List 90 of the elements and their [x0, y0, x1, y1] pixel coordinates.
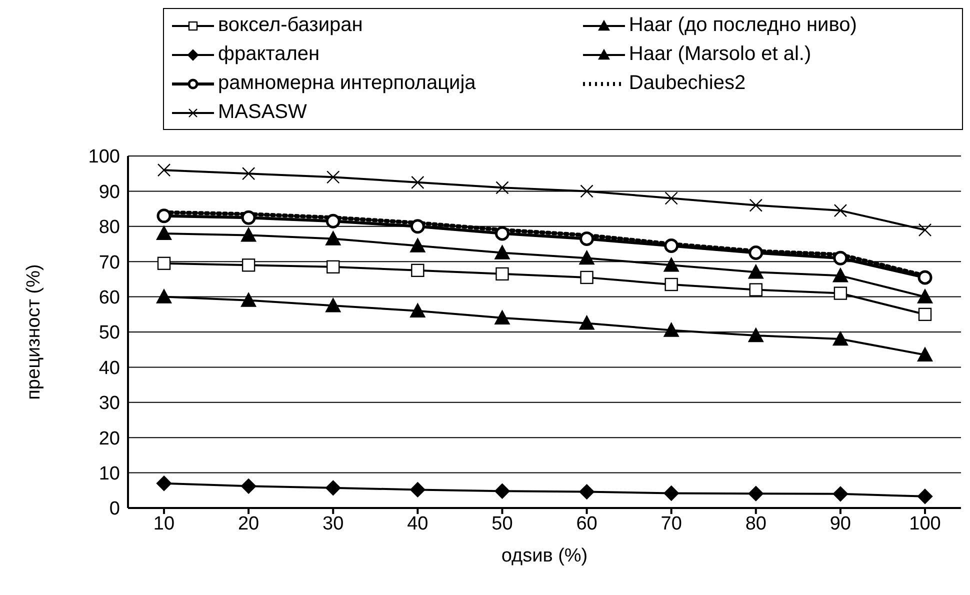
point	[748, 486, 764, 502]
y-tick-label: 30	[98, 393, 120, 414]
point	[918, 270, 932, 285]
point	[156, 208, 172, 224]
point	[240, 292, 256, 307]
y-tick-label: 40	[98, 358, 120, 379]
y-tick-label: 80	[98, 217, 120, 238]
legend-label: Haar (Marsolo et al.)	[628, 43, 812, 66]
point	[494, 245, 510, 260]
point	[240, 478, 256, 494]
point	[579, 250, 594, 265]
point	[664, 192, 678, 205]
point	[832, 268, 848, 282]
x-axis-title: одѕив (%)	[501, 545, 588, 566]
point	[411, 264, 424, 277]
y-tick-label: 50	[98, 322, 120, 344]
point	[748, 264, 764, 279]
point	[834, 286, 848, 300]
y-tick-label: 90	[98, 182, 120, 203]
point	[410, 238, 426, 252]
point	[326, 170, 340, 184]
x-tick-label: 40	[407, 513, 428, 534]
point	[917, 347, 933, 362]
y-tick-label: 70	[98, 252, 120, 274]
x-tick-label: 80	[745, 513, 766, 534]
x-tick-label: 50	[492, 513, 513, 534]
point	[494, 310, 510, 325]
y-tick-label: 60	[98, 288, 120, 309]
legend-label: рамномерна интерполација	[218, 72, 476, 95]
point	[580, 270, 594, 284]
x-tick-label: 90	[830, 513, 852, 534]
x-tick-label: 100	[909, 513, 941, 534]
point	[156, 226, 172, 240]
y-axis-title: прецизност (%)	[24, 264, 45, 400]
point	[917, 488, 933, 504]
point	[156, 289, 172, 304]
point	[832, 486, 848, 502]
point	[157, 256, 171, 270]
point	[411, 176, 424, 189]
point	[664, 322, 679, 337]
legend-label: Haar (до последно ниво)	[628, 14, 857, 37]
point	[326, 298, 341, 312]
point	[326, 260, 340, 274]
y-tick-label: 20	[98, 428, 120, 450]
x-tick-label: 70	[660, 513, 682, 534]
point	[410, 482, 426, 498]
point	[917, 289, 933, 304]
legend-label: MASASW	[218, 101, 307, 124]
point	[494, 484, 510, 499]
point	[326, 214, 340, 228]
legend-label: фрактален	[218, 43, 320, 66]
point	[664, 278, 678, 292]
point	[749, 198, 762, 212]
point	[579, 316, 594, 330]
point	[242, 167, 256, 180]
point	[834, 204, 848, 218]
point	[748, 246, 764, 260]
y-tick-label: 100	[88, 146, 120, 168]
point	[240, 228, 256, 242]
legend-label: воксел-базиран	[218, 14, 363, 37]
point	[410, 303, 426, 318]
point	[156, 476, 172, 491]
point	[496, 181, 509, 194]
point	[494, 226, 510, 241]
point	[241, 210, 256, 225]
x-tick-label: 10	[153, 513, 175, 534]
y-tick-label: 0	[109, 498, 120, 520]
point	[410, 219, 425, 234]
point	[664, 486, 679, 501]
point	[326, 480, 341, 496]
point	[580, 184, 594, 198]
point	[833, 250, 848, 266]
point	[664, 238, 679, 254]
legend-label: Daubechies2	[628, 72, 746, 95]
point	[832, 331, 848, 346]
point	[496, 267, 509, 281]
x-tick-label: 60	[576, 513, 598, 534]
point	[157, 163, 171, 177]
point	[918, 308, 932, 321]
point	[748, 328, 764, 342]
y-tick-label: 10	[98, 464, 120, 485]
point	[918, 223, 932, 237]
point	[579, 484, 594, 500]
point	[326, 231, 341, 246]
x-tick-label: 20	[238, 513, 260, 534]
point	[664, 258, 679, 272]
point	[749, 283, 762, 296]
x-tick-label: 30	[322, 513, 344, 534]
point	[580, 231, 594, 246]
point	[242, 258, 256, 272]
